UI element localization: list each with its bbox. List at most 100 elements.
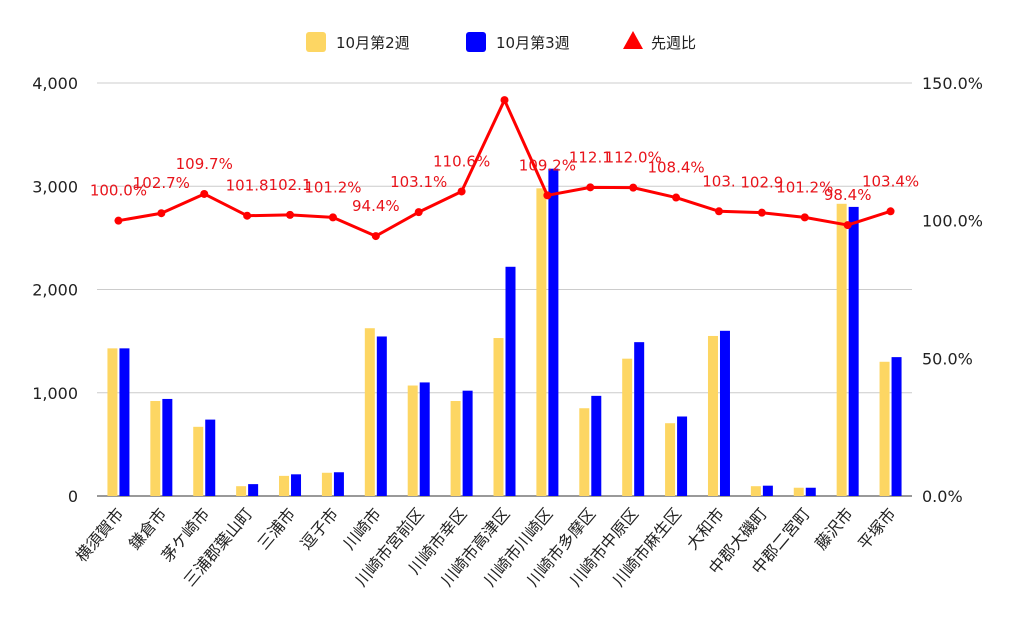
legend-label-series-3: 先週比 — [651, 34, 696, 52]
bar-series-1 — [407, 385, 418, 496]
bar-series-2 — [891, 357, 902, 496]
ratio-data-label: 110.6% — [433, 152, 490, 170]
ratio-data-label: 109.2% — [519, 156, 576, 174]
bar-series-2 — [205, 419, 216, 496]
ratio-data-label: 103.1% — [390, 173, 447, 191]
legend-label-series-2: 10月第3週 — [496, 34, 570, 52]
left-tick-label: 4,000 — [32, 74, 78, 93]
ratio-data-label: 101.2% — [304, 178, 361, 196]
left-axis-ticks: 0 1,000 2,000 3,000 4,000 — [32, 74, 78, 506]
bar-series-2 — [805, 487, 816, 496]
right-tick-label: 150.0% — [922, 74, 983, 93]
bar-series-2 — [162, 398, 173, 496]
ratio-point — [457, 187, 466, 196]
ratio-point — [157, 209, 166, 218]
bar-series-1 — [750, 486, 761, 496]
ratio-data-label: 112.1 — [569, 148, 612, 166]
bar-series-2 — [719, 330, 730, 496]
ratio-point — [843, 221, 852, 230]
bar-series-1 — [836, 203, 847, 497]
category-label: 藤沢市 — [811, 504, 856, 553]
bar-series-1 — [150, 401, 161, 496]
legend-label-series-1: 10月第2週 — [336, 34, 410, 52]
ratio-data-label: 98.4% — [824, 186, 872, 204]
legend-swatch-series-1 — [306, 32, 326, 52]
ratio-data-label: 102.7% — [133, 174, 190, 192]
ratio-data-label: 102.1 — [269, 176, 312, 194]
legend-swatch-series-2 — [466, 32, 486, 52]
bar-series-1 — [193, 426, 204, 496]
ratio-point — [757, 208, 766, 217]
ratio-data-label: 101.2% — [776, 178, 833, 196]
bar-series-1 — [579, 408, 590, 496]
bar-series-2 — [591, 395, 602, 496]
bar-series-2 — [419, 382, 430, 496]
bar-series-1 — [107, 348, 118, 496]
ratio-point — [200, 189, 209, 198]
left-tick-label: 3,000 — [32, 177, 78, 196]
category-label: 逗子市 — [297, 504, 342, 553]
category-label: 三浦市 — [254, 504, 299, 553]
category-label: 平塚市 — [854, 504, 899, 553]
bar-series-1 — [279, 475, 290, 496]
ratio-point — [586, 183, 595, 192]
bar-series-1 — [236, 486, 247, 496]
ratio-data-label: 103. — [702, 172, 735, 190]
ratio-data-label: 109.7% — [176, 155, 233, 173]
ratio-point — [371, 232, 380, 241]
bar-series-1 — [622, 358, 633, 496]
right-tick-label: 50.0% — [922, 349, 973, 368]
ratio-point — [543, 191, 552, 200]
bar-series-2 — [548, 168, 559, 496]
bar-series-2 — [119, 348, 130, 496]
legend-swatch-series-3 — [623, 31, 643, 49]
bar-series-1 — [879, 361, 890, 496]
category-label: 横須賀市 — [72, 504, 128, 565]
ratio-point — [414, 208, 423, 217]
bar-series-2 — [333, 472, 344, 496]
right-tick-label: 0.0% — [922, 487, 963, 506]
bar-series-2 — [462, 390, 473, 496]
bar-series-2 — [848, 206, 859, 496]
ratio-line-path — [118, 98, 892, 238]
bar-series-2 — [376, 336, 387, 496]
left-tick-label: 1,000 — [32, 384, 78, 403]
bar-series-2 — [505, 266, 516, 496]
bar-series-1 — [321, 472, 332, 496]
bar-series-1 — [450, 401, 461, 496]
bar-series-2 — [762, 485, 773, 496]
bar-series-1 — [493, 338, 504, 496]
category-labels: 横須賀市鎌倉市茅ケ崎市三浦郡葉山町三浦市逗子市川崎市川崎市宮前区川崎市幸区川崎市… — [72, 504, 900, 590]
ratio-data-label: 100.0% — [90, 182, 147, 200]
ratio-point — [886, 207, 895, 216]
ratio-point — [714, 207, 723, 216]
ratio-data-label: 101.8 — [226, 177, 269, 195]
bar-series-1 — [793, 487, 804, 496]
ratio-data-label: 108.4% — [647, 159, 704, 177]
bar-series-2 — [248, 484, 259, 496]
ratio-data-label: 102.9 — [740, 174, 783, 192]
ratio-data-label: 103.4% — [862, 172, 919, 190]
bar-series-1 — [707, 335, 718, 496]
left-tick-label: 2,000 — [32, 281, 78, 300]
right-axis-ticks: 0.0% 50.0% 100.0% 150.0% — [922, 74, 983, 506]
ratio-line: 100.0%102.7%109.7%101.8 102.1101.2%94.4%1… — [90, 96, 919, 241]
ratio-point — [672, 193, 681, 202]
right-tick-label: 100.0% — [922, 212, 983, 231]
ratio-point — [328, 213, 337, 222]
ratio-point — [500, 96, 509, 105]
legend: 10月第2週 10月第3週 先週比 — [306, 31, 696, 52]
ratio-point — [286, 210, 295, 219]
bar-series-1 — [364, 328, 375, 496]
ratio-point — [114, 216, 123, 225]
bar-series-2 — [291, 474, 302, 496]
bar-series-2 — [634, 342, 645, 496]
left-tick-label: 0 — [68, 487, 78, 506]
bar-series-1 — [536, 188, 547, 496]
ratio-data-label: 112.0% — [605, 149, 662, 167]
bar-series-2 — [677, 416, 688, 496]
bars — [107, 168, 902, 497]
bar-series-1 — [665, 423, 676, 496]
